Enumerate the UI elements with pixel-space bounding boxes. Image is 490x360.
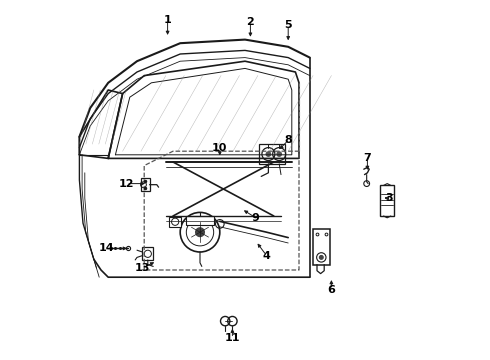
Text: 3: 3 [385, 193, 393, 203]
Bar [380, 185, 393, 216]
Text: 13: 13 [135, 263, 150, 273]
Circle shape [266, 151, 271, 157]
Bar [141, 178, 149, 191]
Text: 10: 10 [212, 143, 227, 153]
Text: 14: 14 [98, 243, 114, 253]
Text: 7: 7 [364, 153, 371, 163]
Bar [143, 247, 153, 260]
Text: 1: 1 [164, 15, 171, 25]
FancyBboxPatch shape [186, 216, 215, 225]
Text: 11: 11 [224, 333, 240, 343]
FancyBboxPatch shape [314, 229, 330, 265]
Text: 8: 8 [284, 135, 292, 145]
Circle shape [319, 256, 323, 259]
Circle shape [196, 228, 204, 237]
Bar [170, 217, 181, 227]
Text: 6: 6 [327, 285, 335, 295]
Text: 5: 5 [284, 20, 292, 30]
Circle shape [276, 151, 282, 157]
Text: 4: 4 [263, 251, 270, 261]
Text: 2: 2 [246, 17, 254, 27]
Text: 9: 9 [252, 213, 260, 223]
Text: 12: 12 [119, 179, 134, 189]
